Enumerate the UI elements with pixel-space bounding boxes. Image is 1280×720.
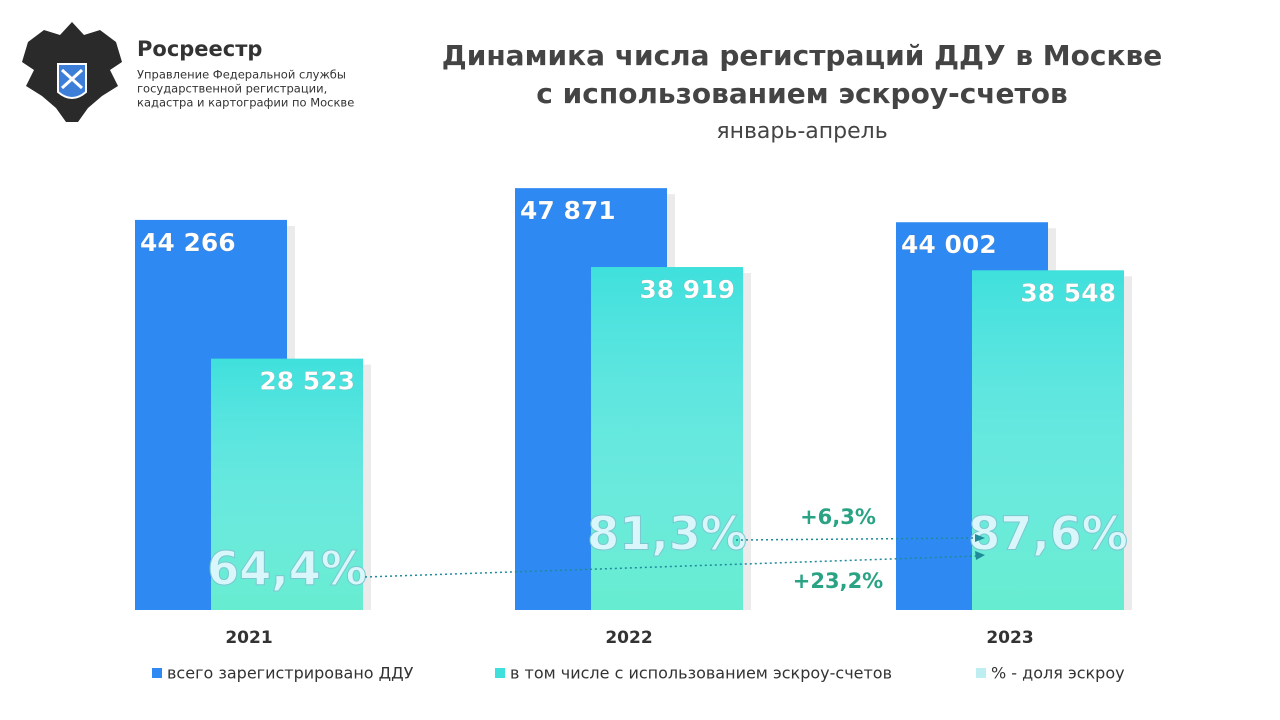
- org-line: кадастра и картографии по Москве: [137, 96, 354, 110]
- bar-sheen: [972, 270, 1124, 610]
- chart-title: Динамика числа регистраций ДДУ в Москве: [442, 39, 1162, 72]
- arrow: [735, 537, 979, 541]
- legend-label: всего зарегистрировано ДДУ: [167, 664, 414, 683]
- x-tick-label: 2022: [605, 628, 652, 648]
- org-line: государственной регистрации,: [137, 82, 327, 96]
- bar-sheen: [591, 267, 743, 610]
- chart-title: с использованием эскроу-счетов: [536, 77, 1067, 110]
- percent-label: 81,3%: [587, 507, 747, 561]
- value-label: 47 871: [520, 196, 616, 225]
- value-label: 38 548: [1020, 278, 1116, 307]
- arrow-head: [975, 551, 985, 560]
- percent-label: 64,4%: [207, 542, 367, 596]
- value-label: 38 919: [639, 275, 735, 304]
- x-tick-label: 2021: [225, 628, 272, 648]
- x-tick-label: 2023: [986, 628, 1033, 648]
- arrow-head: [975, 534, 985, 542]
- value-label: 44 002: [901, 230, 997, 259]
- value-label: 44 266: [140, 228, 236, 257]
- chart-subtitle: январь-апрель: [716, 119, 887, 144]
- arrow: [364, 555, 979, 578]
- legend-swatch: [976, 668, 986, 678]
- legend-swatch: [152, 668, 162, 678]
- brand: Росреестр: [137, 37, 262, 61]
- annotation: +6,3%: [800, 505, 876, 529]
- legend-label: в том числе с использованием эскроу-счет…: [510, 664, 892, 683]
- org-line: Управление Федеральной службы: [137, 68, 346, 82]
- legend-label: % - доля эскроу: [991, 664, 1125, 683]
- legend-swatch: [495, 668, 505, 678]
- bar-sheen: [211, 358, 363, 610]
- percent-label: 87,6%: [968, 507, 1128, 561]
- annotation: +23,2%: [793, 569, 883, 593]
- logo: [22, 22, 122, 122]
- value-label: 28 523: [259, 367, 355, 396]
